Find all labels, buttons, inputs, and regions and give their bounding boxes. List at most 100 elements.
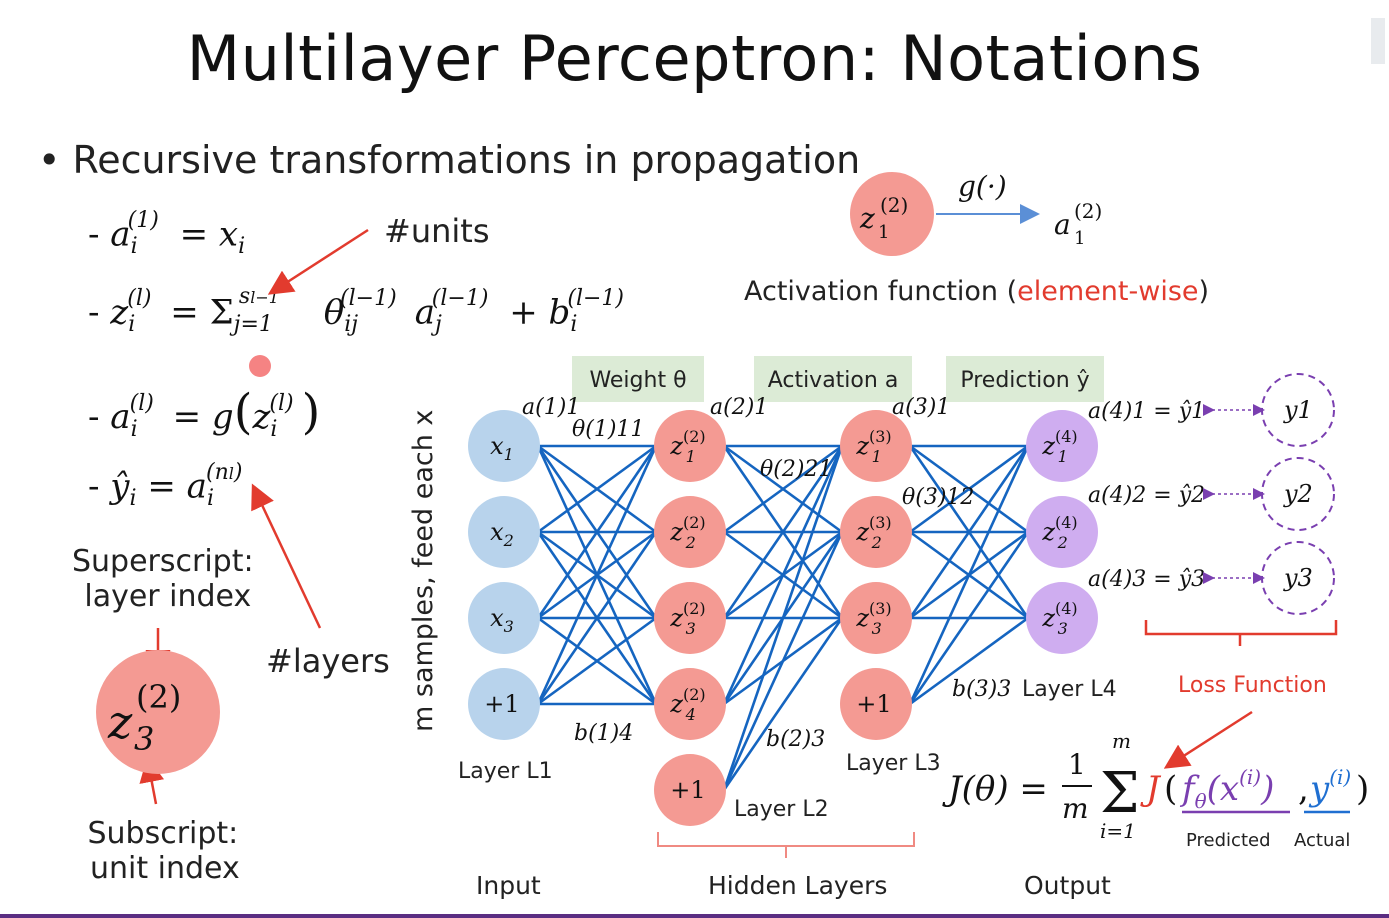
edge-hidden3-1-output-0: [909, 444, 1029, 534]
edge-hidden2-3-hidden3-0: [722, 445, 844, 705]
node-hidden2-2: [654, 496, 726, 568]
edge-input-1-hidden2-0: [537, 444, 657, 534]
layers-arrow: [251, 483, 322, 629]
units-arrow: [267, 228, 369, 295]
node-hidden3-2: [840, 496, 912, 568]
actual-label: Actual: [1294, 830, 1350, 851]
subscript-line1: Subscript:: [87, 816, 239, 851]
prediction-header-box: [946, 356, 1104, 402]
target-node-3: [1261, 541, 1335, 615]
activation-header: Activation a: [768, 368, 899, 393]
edge-label-a11: a(1)1: [522, 395, 580, 420]
vertical-label: m samples, feed each x: [408, 410, 439, 732]
activation-output-sup: (2): [1074, 199, 1102, 223]
svg-text:m: m: [1112, 729, 1131, 753]
layer-label-1: Layer L1: [458, 759, 553, 784]
page-title: Multilayer Perceptron: Notations: [186, 22, 1203, 95]
layers-note: #layers: [266, 642, 390, 680]
example-node: [96, 650, 220, 774]
subscript-note: Subscript: unit index: [86, 816, 240, 886]
node-hidden2-3: [654, 582, 726, 654]
cursor-dot: [249, 355, 271, 377]
activation-header-box: [754, 356, 912, 402]
svg-text:i=1: i=1: [1100, 819, 1136, 843]
subscript-line2: unit index: [90, 851, 240, 886]
units-note: #units: [384, 212, 490, 250]
prediction-3: a(4)3 = ŷ3: [1088, 567, 1205, 592]
edge-label-a31: a(3)1: [892, 395, 950, 420]
network-nodes: x1 x2 x3 +1 z(2) 1 z(2) 2 z(2) 3 z(2) 4 +1 z(3) 1 z(3) 2…: [468, 410, 1098, 826]
activation-func: g(·): [958, 170, 1007, 203]
node-input-3: [468, 582, 540, 654]
edge-label-theta221: θ(2)21: [760, 457, 832, 482]
activation-node-sup: (2): [880, 193, 908, 217]
example-node-sub: 3: [134, 720, 154, 758]
node-label: +1: [856, 690, 891, 718]
edge-input-3-hidden2-1: [536, 531, 658, 705]
edge-hidden2-1-hidden3-0: [723, 444, 843, 534]
edge-label-b14: b(1)4: [574, 721, 633, 746]
node-label: z(4) 1: [1041, 427, 1077, 466]
node-output-3: [1026, 582, 1098, 654]
layer-label-3: Layer L3: [846, 751, 941, 776]
svg-text:y(i): y(i): [1308, 765, 1351, 809]
node-hidden2-4: [654, 668, 726, 740]
prediction-2: a(4)2 = ŷ2: [1088, 483, 1205, 508]
hidden-group-label: Hidden Layers: [708, 871, 887, 900]
target-label-1: y1: [1283, 396, 1313, 424]
node-label: x2: [490, 518, 514, 550]
output-group-label: Output: [1024, 871, 1111, 900]
bullet-text: Recursive transformations in propagation: [72, 138, 861, 182]
node-label: z(2) 3: [669, 599, 705, 638]
loss-formula: J(θ) = 1 m Σ m i=1 J ( fθ(x(i)) , y(i) ): [942, 729, 1369, 843]
target-group: a(4)1 = ŷ1 y1 a(4)2 = ŷ2 y2 a(4)3 = ŷ3 y3: [1088, 373, 1335, 615]
prediction-header: Prediction ŷ: [960, 368, 1089, 393]
hidden-brace: [657, 832, 915, 858]
node-input-2: [468, 496, 540, 568]
edge-hidden2-4-hidden3-1: [722, 531, 844, 791]
node-label: +1: [484, 690, 519, 718]
edge-hidden3-2-output-0: [908, 445, 1030, 619]
node-label: z(2) 4: [669, 685, 705, 724]
activation-output: a: [1054, 208, 1071, 241]
node-label: x1: [490, 432, 514, 464]
superscript-line2: layer index: [84, 579, 252, 614]
edge-input-2-hidden2-0: [536, 445, 658, 619]
node-label: x3: [490, 604, 514, 636]
node-label: z(3) 1: [855, 427, 891, 466]
bullet-point: • Recursive transformations in propagati…: [38, 138, 861, 182]
weight-header: Weight θ: [589, 368, 686, 393]
superscript-line1: Superscript:: [72, 544, 254, 579]
edge-hidden3-3-output-0: [908, 445, 1030, 705]
node-hidden3-3: [840, 582, 912, 654]
loss-brace: [1144, 620, 1338, 646]
network-edges: [536, 444, 1030, 791]
edge-labels: a(1)1 θ(1)11 a(2)1 θ(2)21 a(3)1 θ(3)12 b…: [522, 395, 1011, 752]
edge-hidden2-4-hidden3-0: [722, 445, 844, 791]
bottom-bar: [0, 914, 1389, 918]
svg-text:fθ(x(i)): fθ(x(i)): [1179, 765, 1274, 813]
equation-4: - ŷi = ai(nl): [88, 460, 243, 512]
node-hidden2-1: [654, 410, 726, 482]
edge-hidden2-4-hidden3-2: [722, 617, 844, 791]
activation-node-sub: 1: [878, 222, 889, 243]
activation-output-sub: 1: [1074, 228, 1085, 249]
node-output-1: [1026, 410, 1098, 482]
node-label: z(4) 3: [1041, 599, 1077, 638]
edge-label-theta312: θ(3)12: [902, 485, 974, 510]
edge-label-b23: b(2)3: [766, 727, 825, 752]
loss-label: Loss Function: [1178, 673, 1327, 698]
equation-1: - ai(1) = xi: [88, 208, 246, 260]
target-label-2: y2: [1283, 480, 1313, 508]
svg-text:(: (: [1164, 769, 1177, 809]
node-hidden3-4: [840, 668, 912, 740]
activation-caption: Activation function (element-wise): [744, 276, 1209, 307]
edge-label-a21: a(2)1: [710, 395, 768, 420]
svg-text:J: J: [1140, 769, 1162, 809]
edge-label-b33: b(3)3: [952, 677, 1011, 702]
node-hidden2-5: [654, 754, 726, 826]
node-hidden3-1: [840, 410, 912, 482]
edge-hidden3-3-output-2: [909, 616, 1029, 706]
target-label-3: y3: [1283, 564, 1313, 592]
